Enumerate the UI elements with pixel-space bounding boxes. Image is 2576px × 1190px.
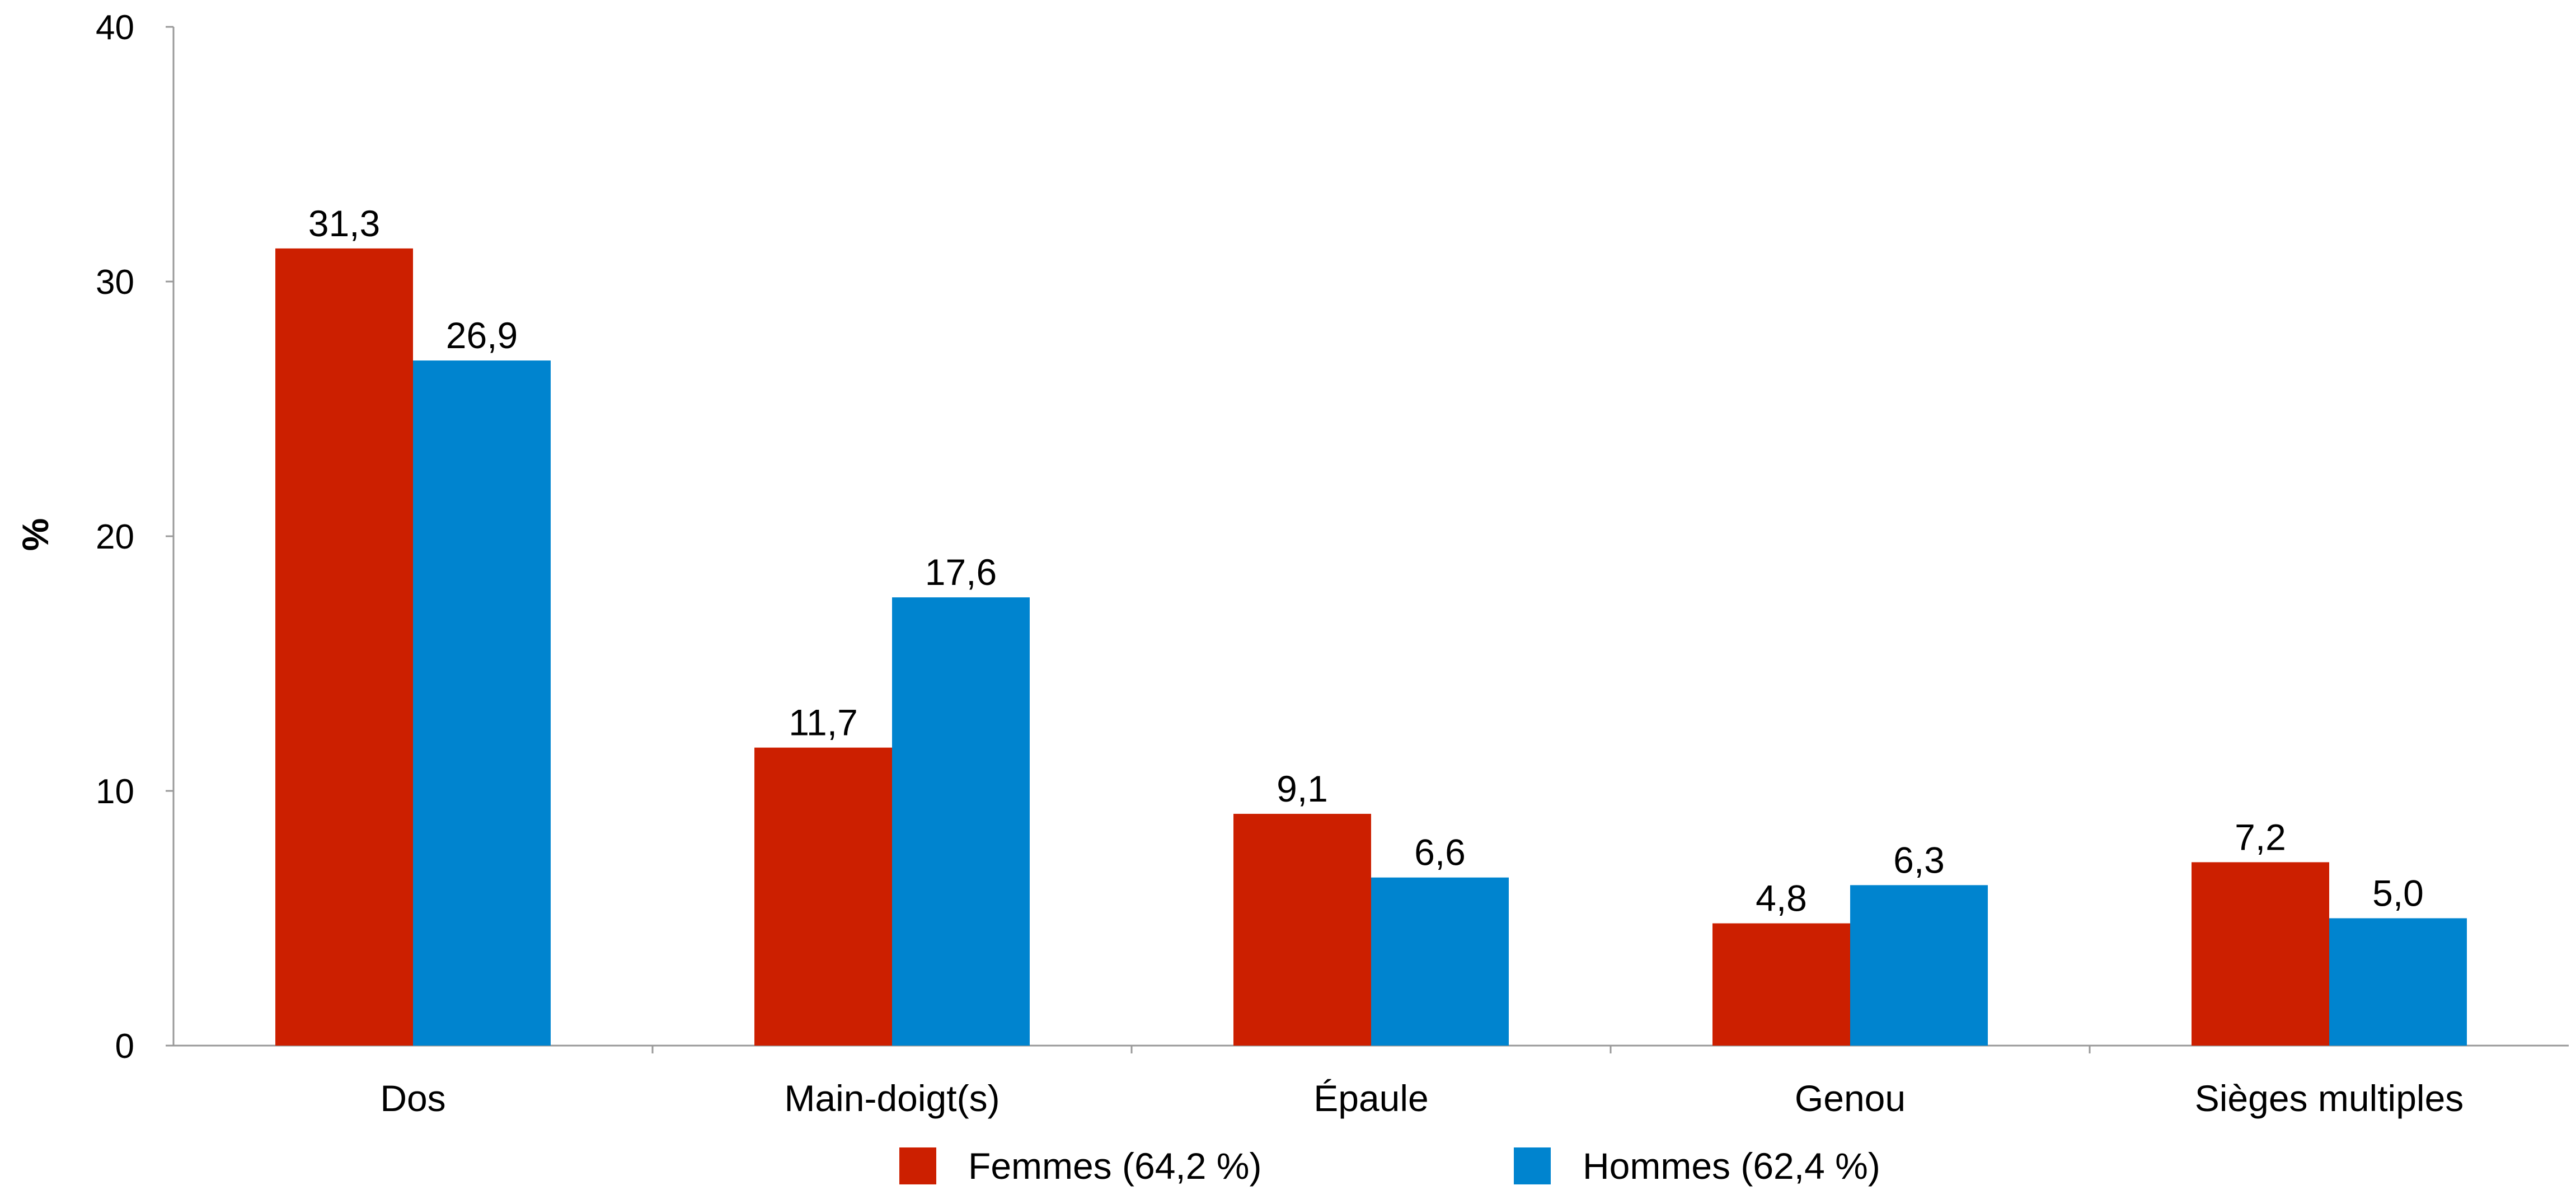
bar-value-label: 6,3 (1893, 839, 1945, 880)
bar-value-label: 4,8 (1756, 878, 1807, 919)
bar-value-label: 6,6 (1414, 832, 1466, 873)
y-tick-label: 40 (96, 8, 134, 47)
legend-label: Hommes (62,4 %) (1583, 1145, 1880, 1187)
bar-value-label: 5,0 (2372, 873, 2424, 914)
y-tick-label: 30 (96, 263, 134, 302)
category-label: Main-doigt(s) (784, 1077, 1000, 1119)
category-label: Sièges multiples (2195, 1077, 2464, 1119)
bar-value-label: 11,7 (789, 702, 858, 743)
bar-value-label: 7,2 (2235, 816, 2286, 858)
bar-value-label: 26,9 (446, 315, 518, 356)
legend: Femmes (64,2 %) Hommes (62,4 %) (899, 1145, 1880, 1187)
bar-value-label: 9,1 (1277, 768, 1328, 809)
legend-label: Femmes (64,2 %) (968, 1145, 1261, 1187)
category-label: Genou (1795, 1077, 1906, 1119)
data-labels: 31,3 26,9 11,7 17,6 9,1 6,6 4,8 6,3 7,2 5,0 (306, 200, 2427, 922)
bar-femmes (2192, 862, 2329, 1046)
y-axis-title: % (15, 518, 56, 551)
bar-hommes (413, 360, 551, 1046)
bars (275, 248, 2467, 1053)
bar-femmes (1712, 923, 1850, 1046)
bar-hommes (1371, 877, 1509, 1046)
bar-value-label: 17,6 (925, 551, 997, 593)
bar-value-label: 31,3 (308, 203, 380, 244)
bar-hommes (2329, 918, 2467, 1046)
legend-swatch-femmes (899, 1147, 936, 1184)
y-ticks: 0 10 20 30 40 (96, 8, 173, 1066)
bar-hommes (892, 597, 1030, 1046)
y-tick-label: 0 (115, 1027, 134, 1066)
category-label: Épaule (1313, 1077, 1429, 1119)
bar-femmes (275, 248, 413, 1046)
legend-swatch-hommes (1514, 1147, 1551, 1184)
bar-hommes (1850, 885, 1988, 1046)
category-label: Dos (380, 1077, 445, 1119)
y-tick-label: 10 (96, 772, 134, 811)
bar-femmes (754, 747, 892, 1046)
y-tick-label: 20 (96, 518, 134, 556)
bar-femmes (1233, 813, 1371, 1046)
category-labels: Dos Main-doigt(s) Épaule Genou Sièges multip… (380, 1077, 2464, 1119)
